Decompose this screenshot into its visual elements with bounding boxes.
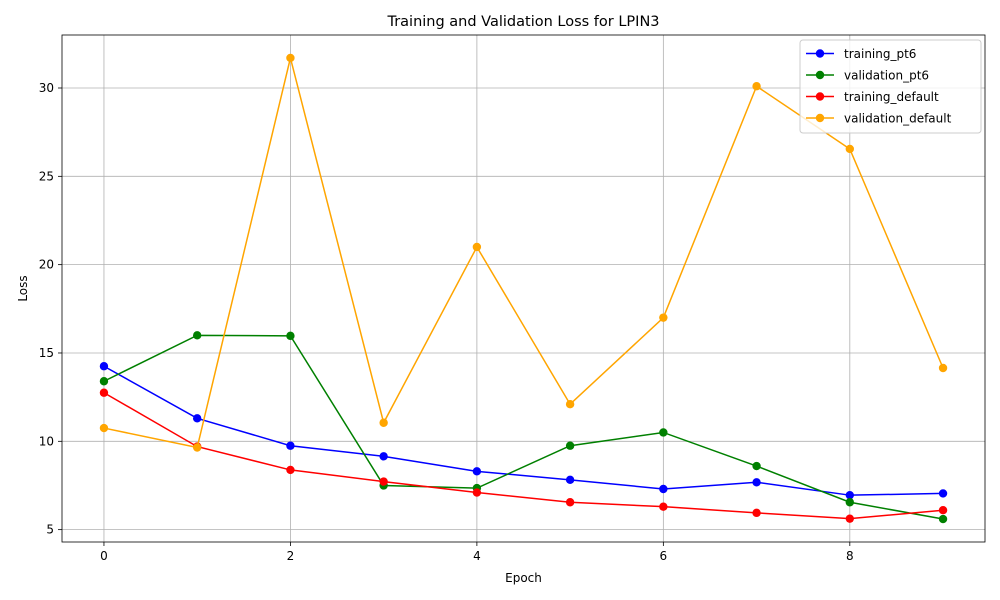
data-point	[938, 489, 948, 498]
data-point	[565, 498, 575, 507]
x-tick-label: 8	[846, 549, 854, 563]
data-point	[472, 488, 482, 497]
x-axis-label: Epoch	[505, 571, 542, 585]
data-point	[565, 441, 575, 450]
series-training-pt6	[99, 362, 948, 500]
x-tick-label: 6	[660, 549, 668, 563]
x-tick-label: 0	[100, 549, 108, 563]
data-point	[752, 82, 761, 91]
data-point	[472, 467, 482, 476]
data-point	[752, 478, 761, 487]
legend-label: validation_pt6	[844, 69, 929, 83]
y-tick-label: 25	[39, 169, 54, 183]
legend-box	[799, 39, 982, 134]
y-tick-label: 20	[39, 258, 54, 272]
data-point	[286, 53, 295, 63]
data-point	[938, 363, 948, 373]
legend-item: validation_default	[806, 112, 952, 126]
data-point	[845, 144, 855, 154]
data-point	[752, 461, 761, 471]
data-point	[99, 377, 109, 386]
y-tick-label: 10	[39, 434, 54, 448]
series-line	[103, 365, 944, 496]
data-point	[938, 506, 948, 515]
data-point	[286, 465, 295, 475]
legend-marker	[815, 49, 825, 58]
data-point	[379, 418, 388, 427]
data-point	[99, 362, 109, 371]
x-tick-label: 4	[473, 549, 481, 563]
series-training-default	[99, 388, 948, 523]
data-point	[938, 514, 948, 524]
legend-marker	[815, 113, 825, 123]
data-point	[659, 502, 668, 511]
legend-item: training_default	[806, 90, 939, 104]
data-point	[565, 400, 575, 409]
series-line	[103, 334, 944, 520]
data-point	[192, 414, 202, 423]
legend-label: validation_default	[844, 112, 952, 126]
data-point	[192, 443, 202, 452]
y-tick-label: 30	[39, 81, 54, 95]
chart-title: Training and Validation Loss for LPIN3	[386, 14, 659, 30]
data-point	[286, 441, 295, 450]
legend-item: training_pt6	[806, 47, 916, 61]
data-point	[286, 331, 295, 341]
y-tick-label: 5	[46, 523, 54, 537]
data-point	[99, 388, 109, 397]
axes-frame	[61, 34, 986, 543]
data-point	[192, 331, 202, 340]
data-point	[659, 313, 668, 322]
legend-label: training_pt6	[844, 47, 916, 61]
grid-layer	[62, 35, 985, 542]
data-point	[752, 508, 761, 518]
data-point	[845, 498, 855, 507]
data-point	[379, 452, 388, 461]
data-point	[845, 514, 855, 523]
data-point	[845, 490, 855, 500]
data-point	[659, 484, 668, 494]
series-line	[103, 392, 944, 520]
data-point	[99, 423, 109, 433]
y-axis-label: Loss	[16, 275, 30, 301]
legend-marker	[815, 70, 825, 80]
tick-layer: 0 2 4 6 8 5 10 15 20 25 30	[39, 81, 854, 563]
data-point	[379, 477, 388, 486]
y-tick-label: 15	[39, 346, 54, 360]
data-point	[472, 242, 482, 252]
legend-marker	[815, 92, 825, 101]
legend: training_pt6 validation_pt6 training_defau…	[799, 39, 982, 134]
data-point	[565, 475, 575, 485]
legend-item: validation_pt6	[806, 69, 929, 83]
x-tick-label: 2	[287, 549, 295, 563]
data-point	[659, 428, 668, 437]
legend-label: training_default	[844, 90, 939, 104]
